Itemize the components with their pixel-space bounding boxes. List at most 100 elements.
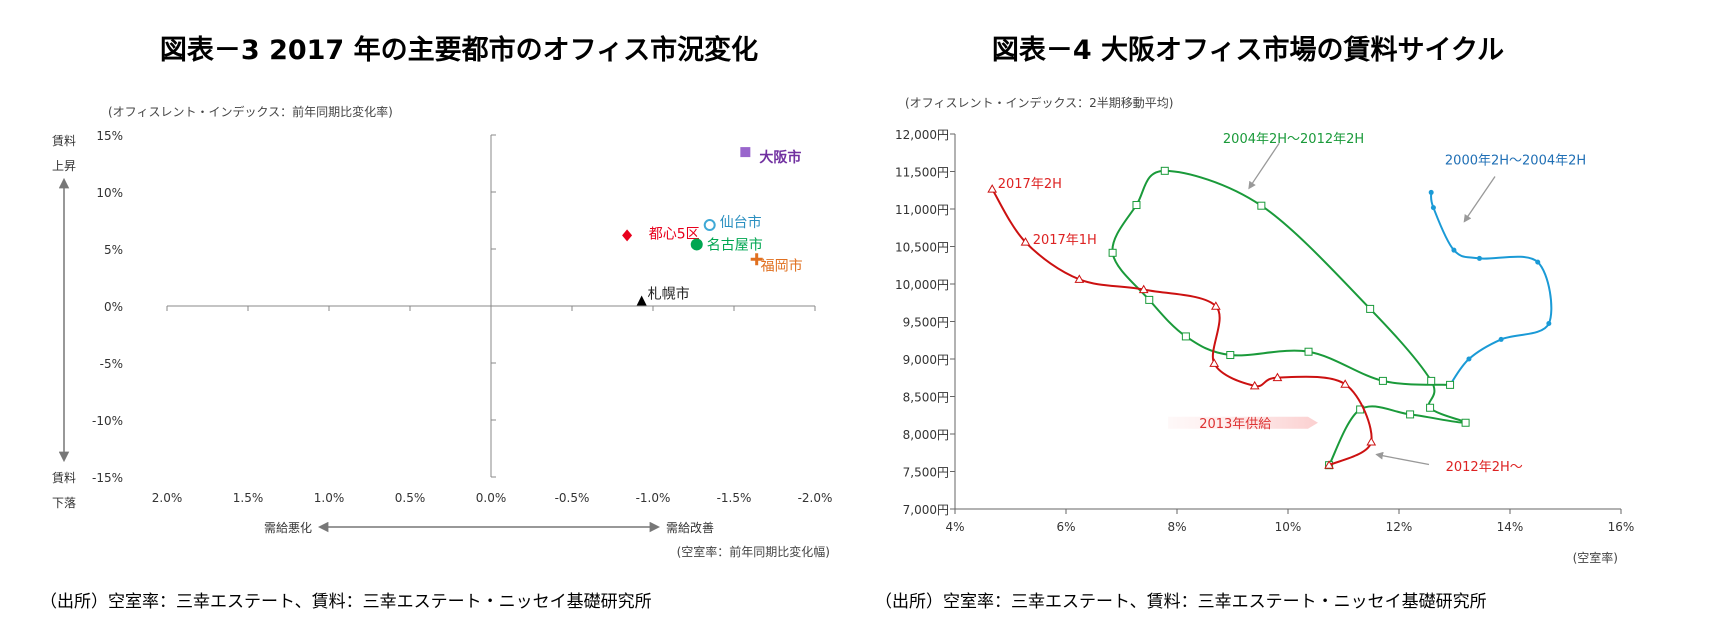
series: 2012年2H～ bbox=[987, 184, 1523, 475]
star-marker bbox=[1498, 336, 1504, 342]
triangle-marker bbox=[636, 295, 647, 306]
star-marker bbox=[1451, 247, 1457, 253]
triangle-marker bbox=[1340, 379, 1351, 388]
chart-title: 図表－3 2017 年の主要都市のオフィス市況変化 bbox=[160, 34, 758, 66]
data-point: 札幌市 bbox=[636, 285, 690, 306]
y-tick-label: 8,000円 bbox=[903, 428, 949, 442]
source-note: （出所）空室率：三幸エステート、賃料：三幸エステート・ニッセイ基礎研究所 bbox=[875, 592, 1487, 612]
triangle-marker bbox=[1138, 284, 1149, 294]
rent-down-label-2: 下落 bbox=[52, 496, 76, 510]
star-marker bbox=[1428, 189, 1434, 195]
triangle-marker bbox=[1272, 372, 1283, 382]
annotation-2017-1h: 2017年1H bbox=[1033, 233, 1097, 248]
data-point: 大阪市 bbox=[740, 147, 801, 166]
square-marker bbox=[1132, 201, 1141, 210]
y-tick-label: 11,500円 bbox=[895, 166, 949, 180]
star-marker bbox=[1476, 255, 1482, 261]
demand-improve-label: 需給改善 bbox=[666, 520, 714, 535]
y-tick-label: -15% bbox=[92, 471, 123, 485]
point-label: 大阪市 bbox=[759, 149, 801, 166]
triangle-marker bbox=[1249, 380, 1260, 390]
series-label: 2012年2H～ bbox=[1446, 460, 1523, 475]
x-tick-label: -2.0% bbox=[798, 491, 833, 505]
x-tick-label: 12% bbox=[1386, 520, 1413, 534]
x-tick-label: 1.0% bbox=[314, 491, 345, 505]
square-marker bbox=[1378, 376, 1387, 385]
triangle-marker bbox=[1074, 274, 1085, 283]
pointer-arrow bbox=[1463, 176, 1496, 223]
x-tick-label: -1.0% bbox=[636, 491, 671, 505]
y-tick-label: -5% bbox=[100, 357, 123, 371]
x-tick-label: 8% bbox=[1167, 520, 1186, 534]
star-marker bbox=[1535, 259, 1541, 265]
square-marker bbox=[1226, 351, 1235, 360]
triangle-marker bbox=[1324, 460, 1334, 469]
x-tick-label: -1.5% bbox=[717, 491, 752, 505]
y-tick-label: 5% bbox=[104, 243, 123, 257]
square-marker bbox=[1304, 347, 1313, 356]
y-tick-label: 9,500円 bbox=[903, 316, 949, 330]
series-label: 2000年2H～2004年2H bbox=[1445, 154, 1586, 169]
triangle-marker bbox=[1209, 358, 1220, 367]
square-marker bbox=[1406, 410, 1415, 419]
circle-marker bbox=[703, 219, 716, 232]
y-tick-label: 10% bbox=[96, 186, 123, 200]
point-label: 福岡市 bbox=[761, 257, 803, 274]
data-point: 仙台市 bbox=[703, 214, 762, 232]
pointer-arrow bbox=[1375, 451, 1430, 466]
y-axis-title: (オフィスレント・インデックス：2半期移動平均) bbox=[905, 95, 1173, 110]
chart-left: 図表－3 2017 年の主要都市のオフィス市況変化 (オフィスレント・インデック… bbox=[40, 34, 832, 612]
square-marker bbox=[1427, 376, 1436, 385]
chart-title: 図表－4 大阪オフィス市場の賃料サイクル bbox=[992, 34, 1504, 66]
rent-up-label-2: 上昇 bbox=[52, 159, 76, 173]
demand-worsen-label: 需給悪化 bbox=[264, 521, 312, 535]
x-axis-title: (空室率) bbox=[1573, 550, 1618, 565]
data-point: 都心5区 bbox=[622, 226, 700, 242]
point-label: 札幌市 bbox=[648, 285, 690, 302]
square-marker bbox=[1108, 248, 1117, 257]
square-marker bbox=[1446, 380, 1455, 389]
x-tick-label: 10% bbox=[1275, 520, 1302, 534]
y-tick-label: 11,000円 bbox=[895, 203, 949, 217]
square-marker bbox=[1461, 418, 1470, 427]
square-marker bbox=[1181, 332, 1190, 341]
point-label: 都心5区 bbox=[649, 226, 700, 242]
star-marker bbox=[1466, 356, 1472, 362]
data-point: 福岡市 bbox=[750, 253, 803, 274]
x-tick-label: 0.0% bbox=[476, 491, 507, 505]
plus-marker bbox=[750, 253, 763, 266]
y-tick-label: 0% bbox=[104, 300, 123, 314]
triangle-marker bbox=[1020, 237, 1031, 246]
y-axis-title: (オフィスレント・インデックス：前年同期比変化率) bbox=[108, 104, 393, 119]
rent-up-label-1: 賃料 bbox=[52, 133, 76, 148]
annotation-2017-2h: 2017年2H bbox=[998, 177, 1062, 192]
x-tick-label: 4% bbox=[945, 520, 964, 534]
diamond-marker bbox=[622, 229, 633, 242]
chart-right: 図表－4 大阪オフィス市場の賃料サイクル (オフィスレント・インデックス：2半期… bbox=[875, 34, 1634, 612]
triangle-marker bbox=[1210, 301, 1221, 310]
circle-marker bbox=[690, 238, 703, 251]
series-label: 2004年2H～2012年2H bbox=[1223, 132, 1364, 147]
rent-down-label-1: 賃料 bbox=[52, 470, 76, 485]
source-note: （出所）空室率：三幸エステート、賃料：三幸エステート・ニッセイ基礎研究所 bbox=[40, 592, 652, 612]
supply-arrow-icon bbox=[1168, 416, 1318, 429]
y-tick-label: 10,000円 bbox=[895, 278, 949, 292]
triangle-marker bbox=[1366, 436, 1377, 446]
x-tick-label: 0.5% bbox=[395, 491, 426, 505]
series: 2000年2H～2004年2H bbox=[1428, 154, 1586, 388]
y-tick-label: 8,500円 bbox=[903, 391, 949, 405]
square-marker bbox=[740, 147, 751, 158]
x-tick-label: 14% bbox=[1497, 520, 1524, 534]
point-label: 仙台市 bbox=[720, 214, 762, 231]
y-tick-label: 15% bbox=[96, 129, 123, 143]
data-point: 名古屋市 bbox=[690, 236, 763, 253]
x-tick-label: -0.5% bbox=[555, 491, 590, 505]
y-tick-label: 10,500円 bbox=[895, 241, 949, 255]
triangle-marker bbox=[987, 184, 998, 193]
star-marker bbox=[1546, 321, 1552, 327]
square-marker bbox=[1160, 166, 1169, 175]
y-tick-label: 7,500円 bbox=[903, 466, 949, 480]
pointer-arrow bbox=[1248, 142, 1280, 190]
y-tick-label: 12,000円 bbox=[895, 128, 949, 142]
